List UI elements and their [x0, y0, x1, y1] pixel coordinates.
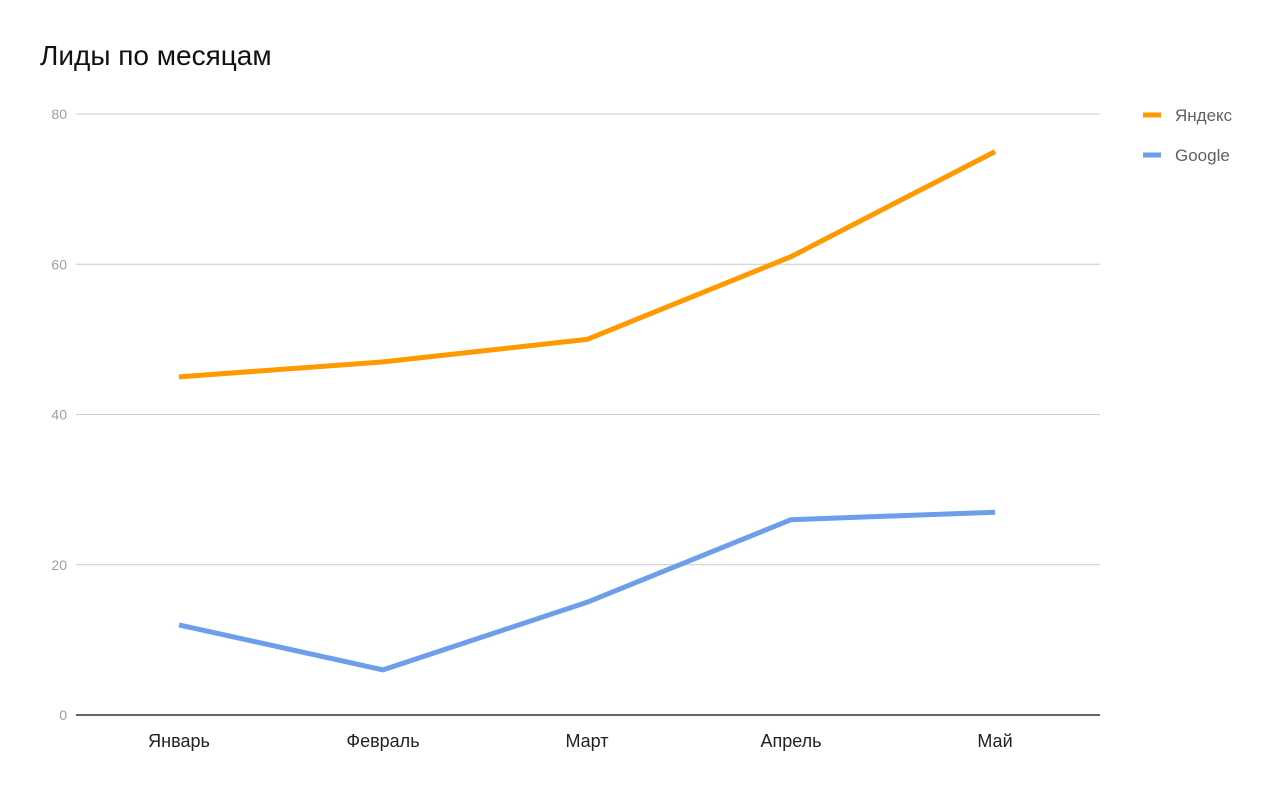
- x-tick-label: Февраль: [346, 731, 419, 751]
- y-tick-label: 60: [51, 256, 67, 272]
- chart-title: Лиды по месяцам: [40, 40, 272, 71]
- series-line-1: [178, 509, 996, 673]
- legend: Яндекс Google: [1143, 106, 1233, 165]
- legend-label: Google: [1175, 146, 1230, 165]
- legend-label: Яндекс: [1175, 106, 1233, 125]
- y-tick-label: 80: [51, 106, 67, 122]
- y-axis-ticks: 0 20 40 60 80: [51, 106, 67, 723]
- series-lines: [178, 149, 997, 673]
- x-tick-label: Апрель: [760, 731, 821, 751]
- x-axis-ticks: Январь Февраль Март Апрель Май: [148, 731, 1012, 751]
- grid-lines: [76, 113, 1100, 566]
- x-tick-label: Март: [565, 731, 608, 751]
- x-tick-label: Январь: [148, 731, 210, 751]
- x-tick-label: Май: [977, 731, 1012, 751]
- y-tick-label: 20: [51, 557, 67, 573]
- y-tick-label: 0: [59, 707, 67, 723]
- y-tick-label: 40: [51, 407, 67, 423]
